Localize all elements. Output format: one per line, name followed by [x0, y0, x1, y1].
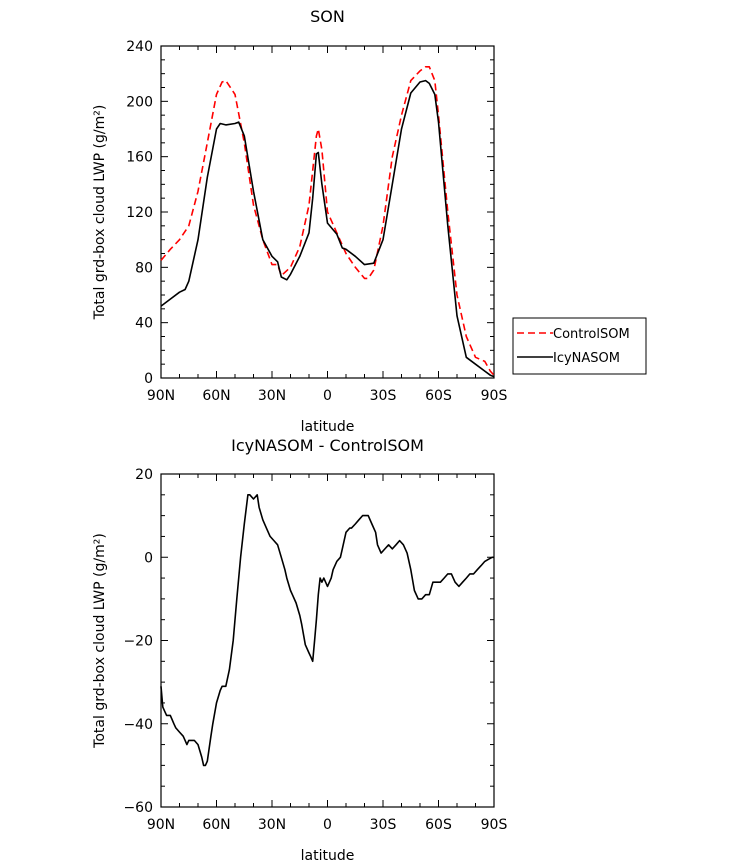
legend-label-icynasom: IcyNASOM	[553, 351, 620, 366]
y-tick-label: 240	[126, 39, 153, 55]
y-tick-label: −60	[123, 800, 153, 816]
y-tick-label: 40	[135, 316, 153, 332]
y-tick-label: 0	[144, 550, 153, 566]
x-tick-label: 60N	[202, 817, 230, 833]
x-tick-label: 90S	[481, 388, 508, 404]
x-tick-label: 0	[323, 388, 332, 404]
legend-box	[512, 317, 647, 375]
legend: ControlSOM IcyNASOM	[512, 317, 647, 375]
plot-frame	[160, 473, 495, 808]
x-tick-label: 60N	[202, 388, 230, 404]
y-tick-label: 200	[126, 94, 153, 110]
x-tick-label: 60S	[425, 817, 452, 833]
series-line-controlsom	[160, 66, 495, 376]
chart-title: SON	[310, 7, 345, 26]
x-axis-label: latitude	[301, 419, 355, 435]
y-tick-label: −20	[123, 634, 153, 650]
x-tick-label: 30N	[258, 388, 286, 404]
y-tick-label: −40	[123, 717, 153, 733]
y-tick-label: 80	[135, 260, 153, 276]
y-tick-label: 120	[126, 205, 153, 221]
x-tick-label: 30N	[258, 817, 286, 833]
x-tick-label: 60S	[425, 388, 452, 404]
legend-label-controlsom: ControlSOM	[553, 327, 630, 342]
x-axis-label: latitude	[301, 848, 355, 864]
x-tick-label: 30S	[370, 817, 397, 833]
bottom-panel-difference: 90N 60N 30N 0 30S 60S 90S −60 −40 −20 0 20 IcyNASOM …	[92, 436, 507, 864]
x-tick-label: 90N	[147, 817, 175, 833]
top-panel-son: 90N 60N 30N 0 30S 60S 90S 0 40 80 120 160 200 240 SON l…	[92, 7, 507, 435]
series-line-difference	[160, 493, 494, 767]
x-tick-label: 90S	[481, 817, 508, 833]
x-tick-label: 0	[323, 817, 332, 833]
x-tick-label: 90N	[147, 388, 175, 404]
y-tick-label: 160	[126, 150, 153, 166]
chart-title: IcyNASOM - ControlSOM	[231, 436, 424, 455]
y-tick-label: 0	[144, 371, 153, 387]
y-axis-label: Total grd-box cloud LWP (g/m²)	[92, 105, 108, 321]
x-tick-label: 30S	[370, 388, 397, 404]
series-line-icynasom	[160, 79, 495, 378]
y-tick-label: 20	[135, 467, 153, 483]
y-axis-label: Total grd-box cloud LWP (g/m²)	[92, 533, 108, 749]
